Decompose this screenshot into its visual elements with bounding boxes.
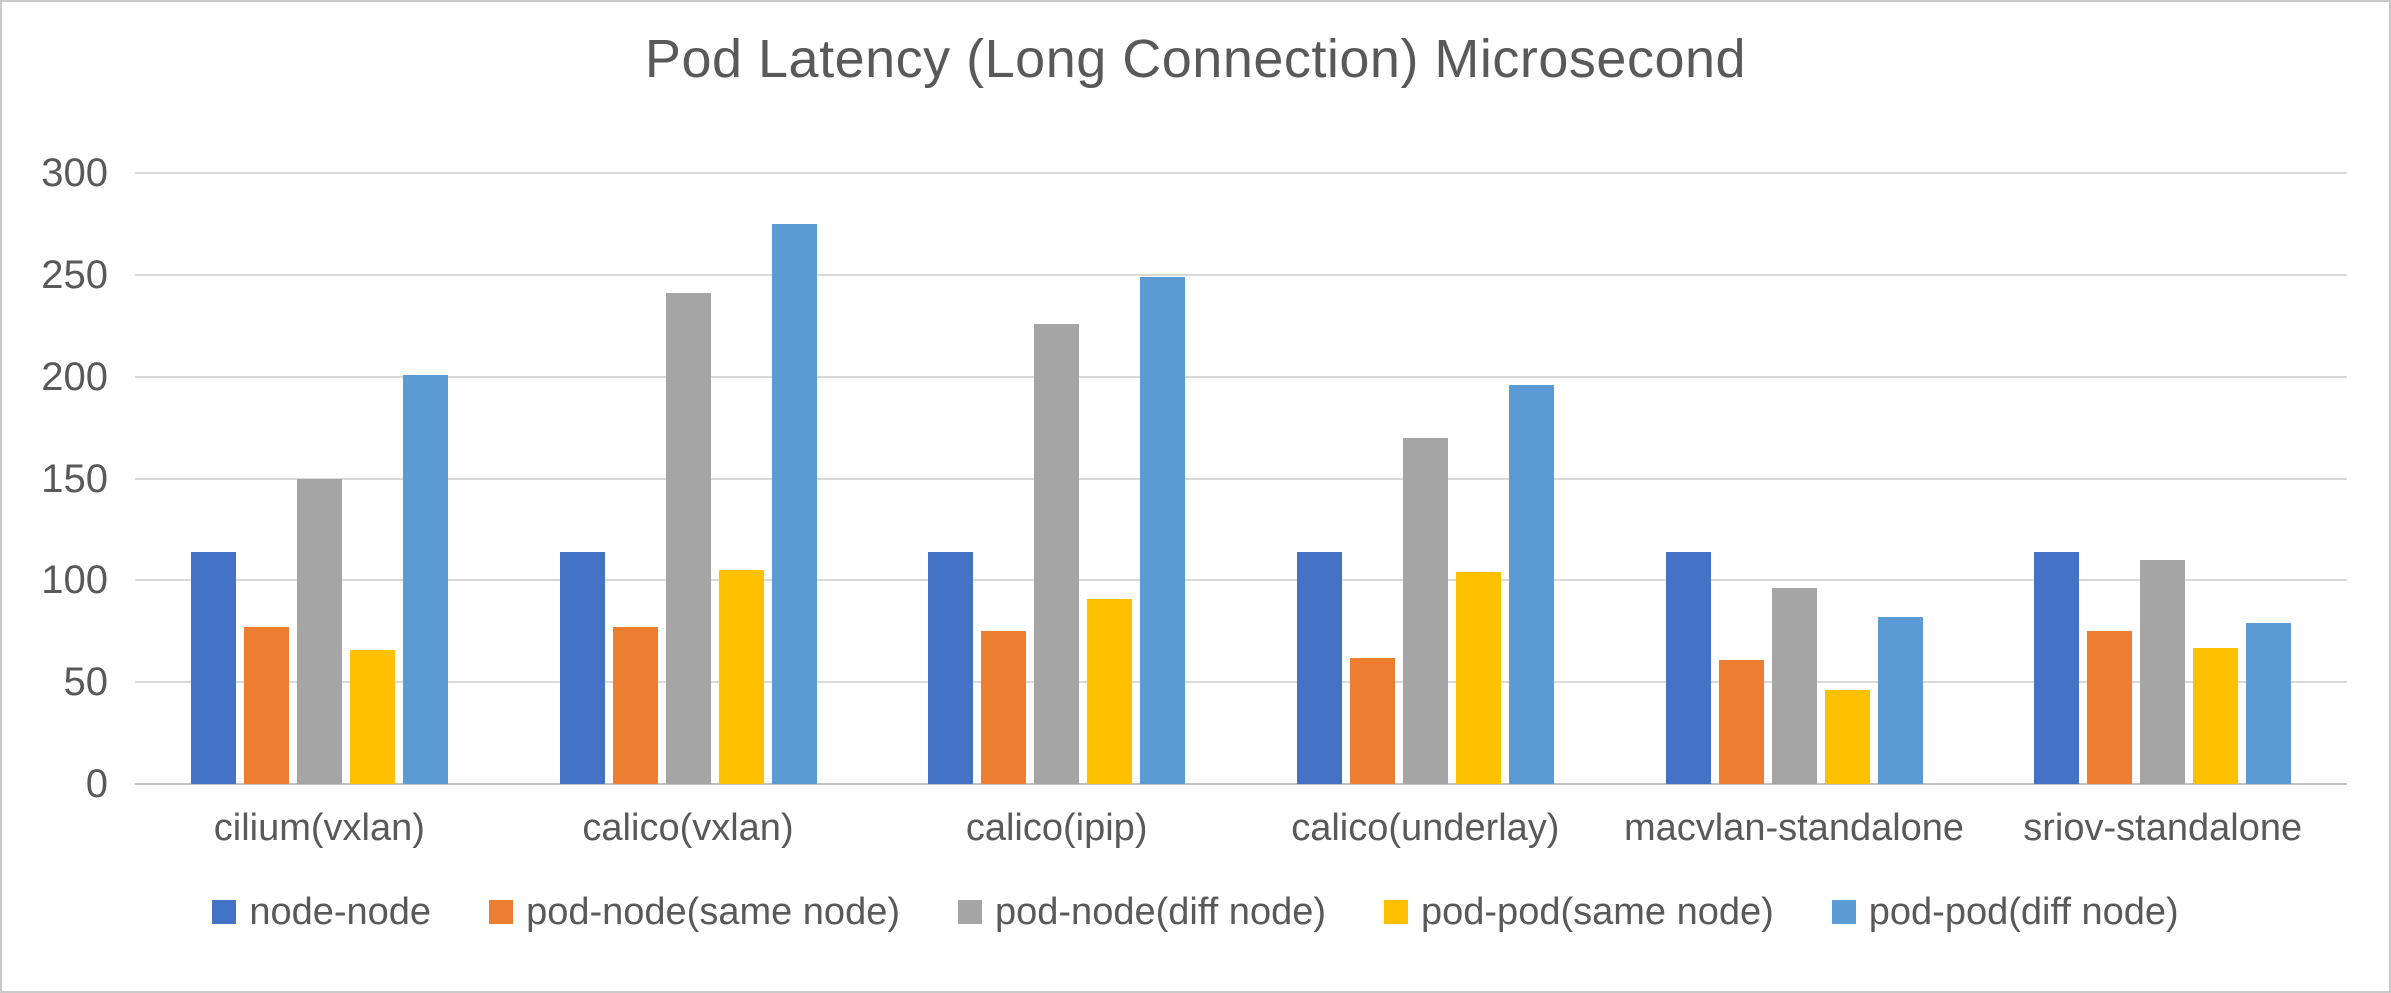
y-axis-tick-labels: 0 50 100 150 200 250 300 [16,153,109,804]
bar-pod-node(diff node) [2140,559,2186,784]
bar-group [1978,173,2347,784]
legend-swatch [212,900,237,924]
legend-item: node-node [212,893,431,931]
category-label: macvlan-standalone [1623,807,1965,849]
bar-group [504,173,873,784]
bar-group [1610,173,1979,784]
legend-item: pod-node(diff node) [958,893,1326,931]
category-label: calico(underlay) [1291,807,1560,849]
bar-pod-pod(same node) [1824,690,1870,784]
bar-pod-node(diff node) [1402,437,1448,784]
bar-pod-pod(same node) [2193,647,2239,784]
category-label: sriov-standalone [2023,807,2303,849]
category-label: calico(vxlan) [582,807,794,849]
bar-pod-node(diff node) [1771,588,1817,784]
gridline [135,375,2347,378]
bar-node-node [1665,551,1711,784]
bar-pod-pod(same node) [718,570,764,784]
legend-swatch [958,900,982,924]
y-tick-label: 200 [41,354,108,399]
gridline [135,273,2347,276]
legend-item: pod-pod(same node) [1384,893,1774,931]
x-axis-line [135,783,2347,785]
bar-pod-node(same node) [981,631,1027,784]
gridline [135,172,2347,174]
y-tick-label: 100 [41,558,108,603]
y-tick-label: 150 [41,456,108,501]
bar-node-node [928,551,974,784]
legend-label: node-node [249,891,432,933]
bar-pod-node(same node) [1718,659,1764,784]
bar-pod-pod(diff node) [1508,384,1554,784]
legend-swatch [489,900,514,924]
bar-pod-pod(same node) [1087,598,1133,784]
legend-swatch [1831,900,1856,924]
legend-item: pod-pod(diff node) [1831,891,2179,933]
legend-label: pod-pod(diff node) [1868,891,2179,933]
bar-pod-node(diff node) [665,293,711,784]
chart-title: Pod Latency (Long Connection) Microsecon… [644,29,1747,89]
bar-pod-pod(diff node) [402,374,448,784]
legend-swatch [1384,900,1408,924]
gridline [135,477,2347,480]
bar-pod-pod(diff node) [2246,623,2292,784]
bar-group [1241,173,1610,784]
bar-pod-node(diff node) [296,478,342,784]
bar-pod-node(same node) [1349,657,1395,784]
legend-item: pod-node(same node) [489,893,900,931]
bar-pod-node(same node) [612,627,658,784]
gridline [135,681,2347,684]
bar-group [872,173,1241,784]
bar-pod-pod(diff node) [771,223,817,784]
bar-pod-node(diff node) [1034,323,1080,784]
gridline [135,579,2347,582]
bar-node-node [2034,551,2080,784]
y-tick-label: 250 [41,252,108,297]
bar-groups [135,173,2347,784]
category-label: cilium(vxlan) [213,807,425,849]
bar-pod-pod(diff node) [1877,617,1923,784]
category-label: calico(ipip) [965,807,1148,849]
x-axis-category-labels: cilium(vxlan) calico(vxlan) calico(ipip) ca… [135,802,2347,854]
y-tick-label: 0 [85,762,108,806]
bar-node-node [559,551,605,784]
legend-label: pod-pod(same node) [1421,891,1774,933]
legend-label: pod-node(diff node) [995,891,1326,933]
legend-label: pod-node(same node) [526,891,900,933]
legend: node-node pod-node(same node) pod-node(dif… [2,882,2389,942]
bar-pod-node(same node) [243,627,289,784]
plot-area [135,172,2347,785]
bar-group [135,173,504,784]
bar-pod-pod(same node) [1455,572,1501,784]
bar-pod-node(same node) [2087,631,2133,784]
bar-node-node [1296,551,1342,784]
bar-pod-pod(diff node) [1140,276,1186,784]
bar-pod-pod(same node) [349,649,395,784]
y-tick-label: 50 [63,660,109,705]
y-tick-label: 300 [41,151,108,195]
bar-node-node [190,551,236,784]
